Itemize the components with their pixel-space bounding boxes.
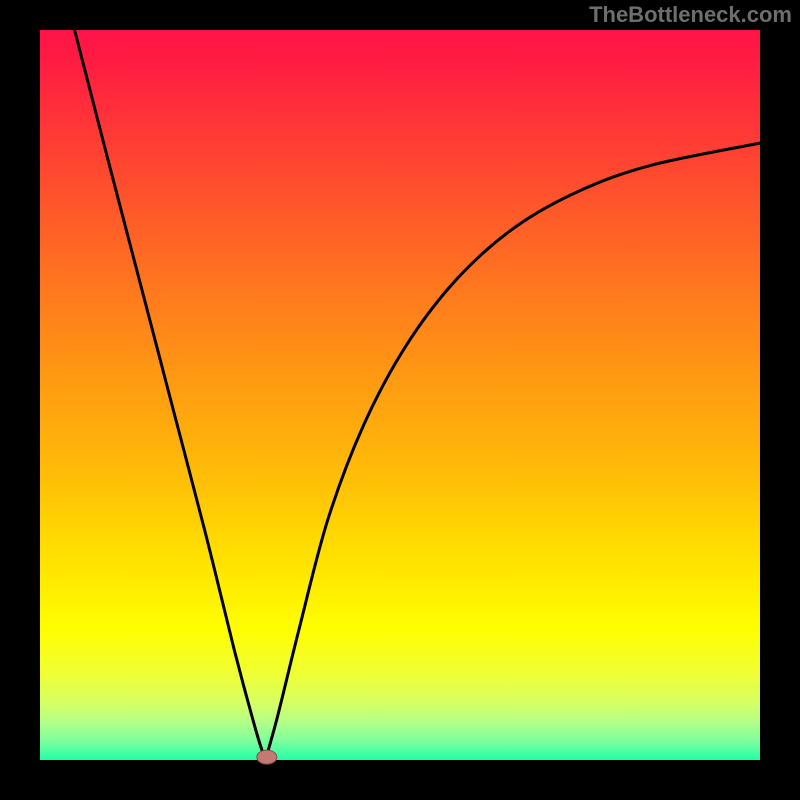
chart-svg (0, 0, 800, 800)
plot-background-gradient (40, 30, 760, 760)
chart-container: TheBottleneck.com (0, 0, 800, 800)
watermark-text: TheBottleneck.com (589, 2, 792, 28)
vertex-marker (257, 750, 277, 764)
